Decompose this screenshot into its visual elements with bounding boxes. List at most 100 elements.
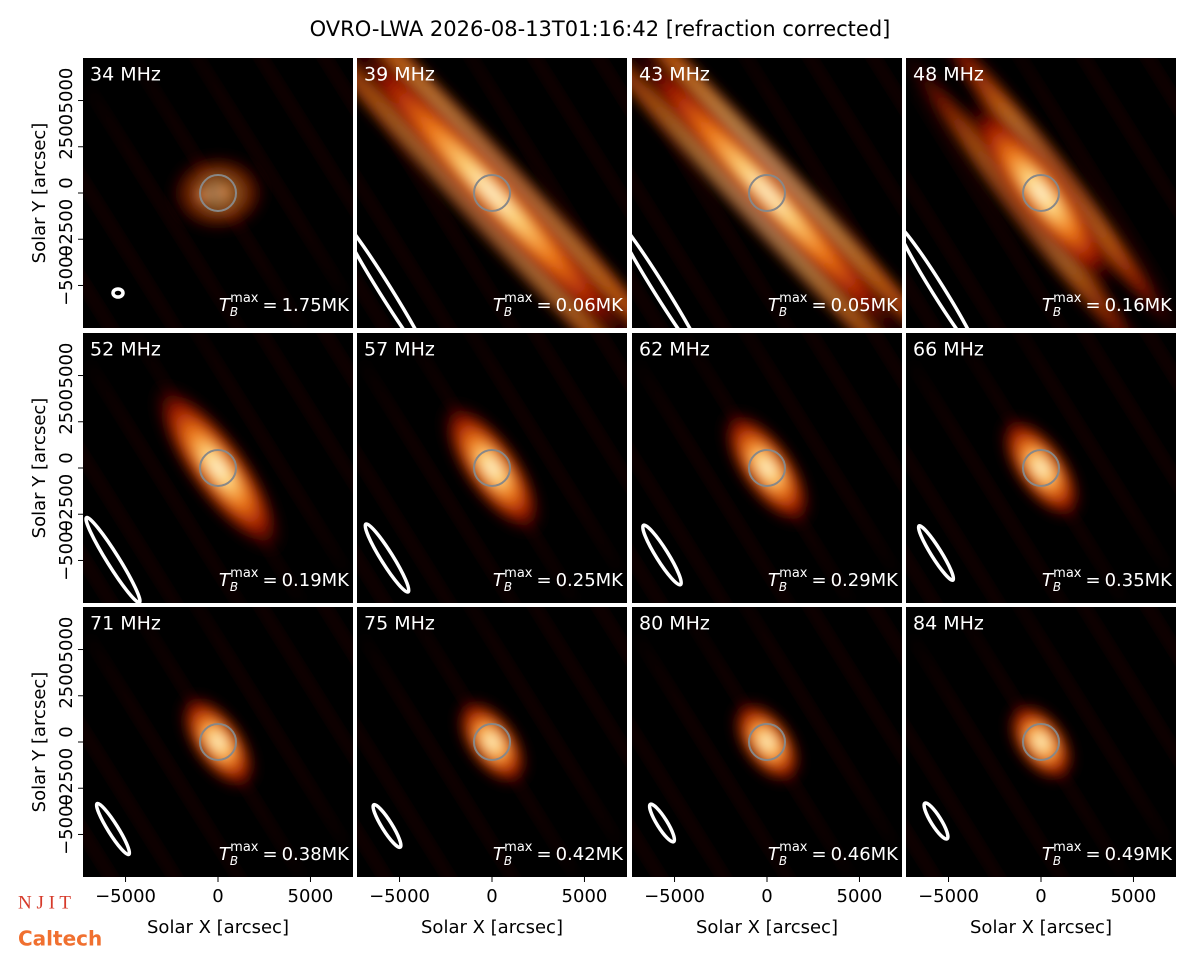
tb-equals: = — [262, 570, 277, 591]
x-tick-label: 5000 — [562, 886, 608, 907]
tb-sub: B — [230, 305, 238, 319]
emission-core — [963, 96, 1119, 290]
tb-sub: B — [230, 854, 238, 868]
figure-title: OVRO-LWA 2026-08-13T01:16:42 [refraction… — [310, 17, 891, 41]
emission-core — [151, 381, 285, 555]
tb-sup: max — [504, 840, 533, 855]
tb-symbol: T — [1042, 295, 1055, 316]
tb-sup: max — [779, 291, 808, 306]
beam — [94, 801, 132, 857]
panel: 34 MHz TBmax = 1.75MK — [83, 58, 353, 328]
beam — [916, 523, 956, 583]
sidelobe — [1001, 58, 1171, 299]
emission — [178, 692, 258, 792]
panel: 52 MHz TBmax = 0.19MK — [83, 333, 353, 603]
sidelobe — [911, 362, 1081, 603]
panel-title: 52 MHz — [90, 339, 161, 361]
solar-disk — [473, 449, 511, 487]
x-tick-label: 5000 — [837, 886, 883, 907]
sidelobe — [1046, 58, 1176, 269]
tb-value: 0.42MK — [556, 844, 625, 865]
tb-sup: max — [779, 840, 808, 855]
x-tick-label: 0 — [212, 886, 223, 907]
sidelobe — [88, 636, 258, 877]
sidelobe — [772, 333, 902, 544]
sidelobe — [1001, 607, 1171, 848]
sidelobe — [452, 333, 622, 574]
tb-symbol: T — [768, 295, 781, 316]
solar-disk — [1022, 449, 1060, 487]
y-axis-label: Solar Y [arcsec] — [29, 123, 50, 264]
beam — [357, 216, 433, 328]
y-tick-label: 0 — [56, 726, 77, 737]
sidelobe — [83, 392, 213, 603]
panel-title: 84 MHz — [913, 613, 984, 635]
tb-sup: max — [504, 566, 533, 581]
solar-disk — [473, 174, 511, 212]
emission — [439, 400, 545, 536]
tb-equals: = — [1085, 295, 1100, 316]
tb-sup: max — [230, 840, 259, 855]
tb-sub: B — [504, 854, 512, 868]
x-tick-label: −5000 — [918, 886, 979, 907]
tb-max: TBmax = 0.29MK — [768, 566, 899, 594]
sidelobe — [632, 117, 762, 328]
panel-title: 66 MHz — [913, 339, 984, 361]
emission-core — [998, 414, 1084, 522]
y-axis-label: Solar Y [arcsec] — [29, 672, 50, 813]
emission-core — [1005, 700, 1077, 784]
tb-max: TBmax = 1.75MK — [219, 291, 350, 319]
x-tick-label: 0 — [486, 886, 497, 907]
tb-value: 0.38MK — [282, 844, 351, 865]
emission-core — [178, 692, 258, 792]
x-tick-label: 5000 — [1111, 886, 1157, 907]
panel-title: 39 MHz — [364, 64, 435, 86]
tb-equals: = — [1085, 844, 1100, 865]
y-tick-label: 2500 — [56, 114, 77, 160]
tb-symbol: T — [493, 844, 506, 865]
tb-equals: = — [262, 295, 277, 316]
panel-title: 62 MHz — [639, 339, 710, 361]
tb-value: 1.75MK — [282, 295, 351, 316]
tb-value: 0.06MK — [556, 295, 625, 316]
tb-symbol: T — [768, 570, 781, 591]
sidelobe — [906, 392, 1036, 603]
sidelobe — [223, 333, 353, 544]
x-axis-label: Solar X [arcsec] — [696, 917, 838, 938]
tb-sub: B — [1053, 580, 1061, 594]
sidelobe — [452, 607, 622, 848]
panel-title: 34 MHz — [90, 64, 161, 86]
tb-max: TBmax = 0.25MK — [493, 566, 624, 594]
tb-sub: B — [1053, 305, 1061, 319]
sidelobe — [357, 696, 442, 877]
sidelobe — [727, 333, 897, 574]
sidelobe — [362, 87, 532, 328]
sidelobe — [178, 58, 348, 299]
beam — [363, 522, 411, 594]
y-tick-label: 5000 — [56, 68, 77, 114]
y-tick-label: −2500 — [56, 748, 77, 809]
beam — [84, 515, 142, 603]
beam — [906, 224, 980, 328]
panel: 80 MHz TBmax = 0.46MK — [632, 607, 902, 877]
tb-equals: = — [811, 844, 826, 865]
tb-sup: max — [1053, 566, 1082, 581]
tb-equals: = — [1085, 570, 1100, 591]
sidelobe — [178, 607, 348, 848]
tb-sup: max — [1053, 840, 1082, 855]
panel: 62 MHz TBmax = 0.29MK — [632, 333, 902, 603]
tb-equals: = — [536, 570, 551, 591]
tb-value: 0.49MK — [1105, 844, 1174, 865]
sidelobe — [1001, 333, 1171, 574]
tb-sup: max — [504, 291, 533, 306]
y-tick-label: 5000 — [56, 343, 77, 389]
logo-caltech: Caltech — [18, 927, 102, 951]
panel-title: 57 MHz — [364, 339, 435, 361]
tb-max: TBmax = 0.42MK — [493, 840, 624, 868]
beam — [647, 802, 677, 844]
tb-symbol: T — [219, 570, 232, 591]
x-tick-label: 5000 — [288, 886, 334, 907]
solar-disk — [199, 174, 237, 212]
tb-sub: B — [1053, 854, 1061, 868]
sidelobe — [637, 87, 807, 328]
